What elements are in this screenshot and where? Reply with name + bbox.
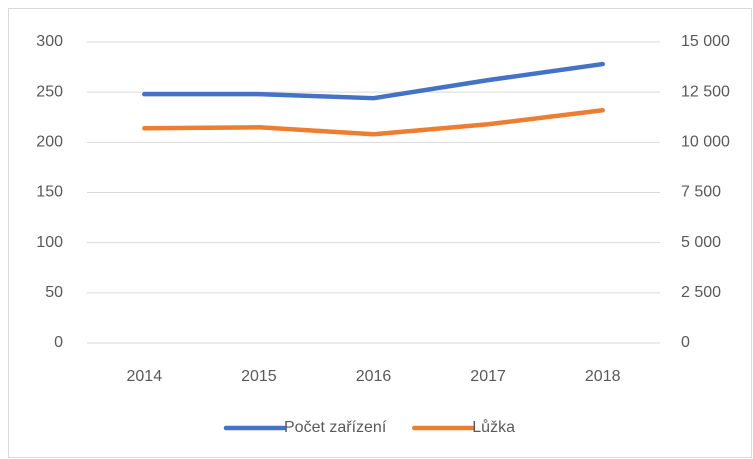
- y-tick-label: 300: [36, 33, 63, 50]
- y2-tick-label: 5 000: [681, 234, 721, 251]
- x-tick-label: 2015: [241, 368, 277, 385]
- y-tick-label: 200: [36, 134, 63, 151]
- y2-tick-label: 7 500: [681, 184, 721, 201]
- legend-label: Lůžka: [472, 418, 515, 436]
- legend-label: Počet zařízení: [284, 419, 387, 436]
- x-tick-label: 2014: [127, 368, 163, 385]
- chart-border: [8, 8, 752, 458]
- y-tick-label: 50: [45, 284, 63, 301]
- y2-tick-label: 2 500: [681, 284, 721, 301]
- x-tick-label: 2017: [470, 368, 506, 385]
- series-line: [142, 61, 605, 101]
- x-tick-label: 2018: [585, 368, 621, 385]
- y-tick-label: 250: [36, 83, 63, 100]
- y-tick-label: 0: [54, 334, 63, 351]
- y-tick-label: 100: [36, 234, 63, 251]
- x-tick-label: 2016: [356, 368, 392, 385]
- y2-tick-label: 15 000: [681, 33, 730, 50]
- y-tick-label: 150: [36, 184, 63, 201]
- series-line: [142, 107, 605, 137]
- y2-tick-label: 10 000: [681, 134, 730, 151]
- y2-tick-label: 12 500: [681, 83, 730, 100]
- y2-tick-label: 0: [681, 334, 690, 351]
